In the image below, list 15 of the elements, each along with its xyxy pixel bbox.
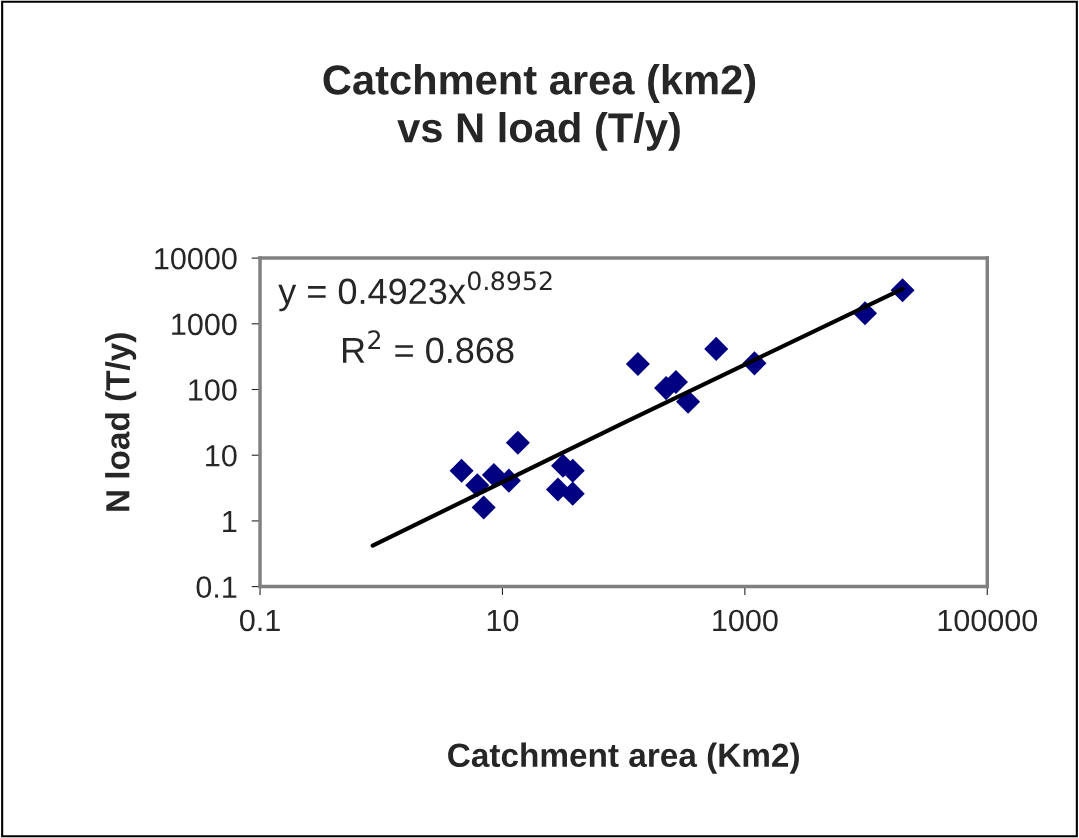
- y-tick-label: 0.1: [196, 576, 237, 598]
- y-tick-label: 100: [189, 379, 237, 401]
- x-axis-title: Catchment area (Km2): [448, 742, 799, 774]
- chart-title: Catchment area (km2) vs N load (T/y): [323, 64, 756, 151]
- y-tick-label: 10: [206, 444, 237, 467]
- y-tick-label: 1: [223, 510, 237, 532]
- y-tick-label: 1000: [172, 313, 237, 336]
- annotation: R$^{2}$ = 0.868: [343, 330, 514, 364]
- x-tick-label: 10: [487, 609, 519, 632]
- x-tick-label: 100000: [938, 609, 1038, 632]
- y-tick-label: 10000: [155, 247, 237, 270]
- annotation: y = 0.4923x$^{0.8952}$: [278, 271, 552, 312]
- x-tick-label: 0.1: [240, 609, 280, 632]
- x-tick-label: 1000: [713, 609, 778, 632]
- y-axis-title: N load (T/y): [105, 333, 137, 511]
